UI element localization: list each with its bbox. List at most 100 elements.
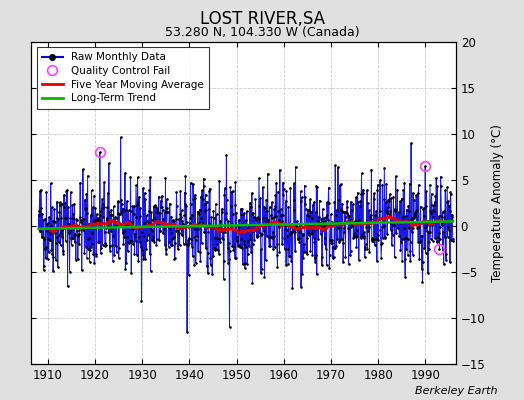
Point bbox=[130, 250, 139, 257]
Point bbox=[200, 228, 209, 235]
Point bbox=[381, 234, 389, 240]
Point bbox=[198, 187, 206, 194]
Point bbox=[233, 238, 241, 244]
Point bbox=[376, 176, 384, 183]
Point bbox=[366, 214, 374, 220]
Point bbox=[359, 186, 367, 193]
Point bbox=[426, 182, 434, 188]
Point bbox=[97, 245, 106, 252]
Point bbox=[272, 240, 281, 247]
Point bbox=[185, 240, 194, 247]
Point bbox=[230, 227, 238, 234]
Point bbox=[437, 213, 445, 219]
Point bbox=[234, 222, 242, 228]
Point bbox=[73, 228, 82, 234]
Point bbox=[315, 224, 323, 230]
Point bbox=[273, 252, 281, 258]
Point bbox=[285, 252, 293, 259]
Point bbox=[163, 204, 171, 211]
Point bbox=[297, 284, 305, 290]
Point bbox=[151, 216, 159, 222]
Point bbox=[337, 236, 346, 242]
Point bbox=[95, 239, 104, 246]
Point bbox=[392, 230, 400, 236]
Point bbox=[314, 235, 322, 242]
Point bbox=[439, 229, 447, 235]
Point bbox=[400, 236, 408, 242]
Point bbox=[352, 243, 361, 250]
Point bbox=[283, 233, 291, 239]
Point bbox=[375, 216, 383, 223]
Point bbox=[242, 244, 250, 250]
Point bbox=[249, 210, 257, 216]
Point bbox=[258, 231, 266, 237]
Point bbox=[152, 242, 161, 248]
Point bbox=[105, 208, 114, 215]
Point bbox=[126, 222, 134, 228]
Point bbox=[203, 263, 211, 270]
Point bbox=[212, 211, 221, 218]
Point bbox=[86, 221, 94, 228]
Point bbox=[384, 197, 392, 204]
Point bbox=[368, 237, 377, 244]
Point bbox=[89, 204, 97, 210]
Point bbox=[101, 243, 110, 250]
Point bbox=[276, 166, 284, 173]
Point bbox=[96, 250, 105, 256]
Point bbox=[79, 222, 87, 228]
Point bbox=[311, 255, 319, 262]
Point bbox=[422, 203, 431, 209]
Point bbox=[231, 179, 239, 185]
Point bbox=[233, 234, 241, 240]
Point bbox=[409, 190, 417, 196]
Point bbox=[338, 200, 346, 207]
Point bbox=[407, 217, 416, 224]
Point bbox=[419, 205, 428, 212]
Point bbox=[145, 220, 153, 226]
Point bbox=[126, 174, 135, 180]
Point bbox=[365, 224, 373, 230]
Point bbox=[71, 230, 79, 237]
Point bbox=[128, 203, 137, 210]
Point bbox=[272, 180, 280, 186]
Point bbox=[48, 251, 57, 257]
Point bbox=[296, 220, 304, 227]
Point bbox=[44, 220, 52, 227]
Point bbox=[435, 213, 443, 220]
Point bbox=[294, 235, 302, 242]
Point bbox=[264, 217, 272, 224]
Point bbox=[431, 192, 440, 199]
Point bbox=[118, 208, 126, 214]
Point bbox=[172, 189, 181, 195]
Point bbox=[418, 266, 426, 273]
Point bbox=[394, 225, 402, 231]
Point bbox=[120, 234, 128, 240]
Point bbox=[36, 188, 44, 194]
Point bbox=[213, 241, 222, 248]
Point bbox=[313, 184, 321, 190]
Point bbox=[170, 256, 179, 262]
Point bbox=[415, 256, 423, 262]
Point bbox=[82, 205, 90, 211]
Point bbox=[211, 247, 219, 254]
Point bbox=[305, 231, 314, 238]
Point bbox=[171, 255, 179, 262]
Point bbox=[46, 237, 54, 243]
Point bbox=[227, 189, 236, 195]
Point bbox=[107, 206, 115, 213]
Point bbox=[98, 196, 106, 202]
Point bbox=[179, 222, 187, 229]
Point bbox=[104, 189, 112, 196]
Point bbox=[438, 220, 446, 226]
Point bbox=[252, 196, 260, 202]
Point bbox=[413, 206, 421, 213]
Point bbox=[199, 196, 207, 202]
Point bbox=[41, 216, 49, 222]
Point bbox=[148, 237, 156, 244]
Point bbox=[292, 222, 300, 228]
Point bbox=[163, 208, 171, 215]
Point bbox=[380, 165, 389, 171]
Point bbox=[191, 260, 200, 266]
Point bbox=[324, 217, 332, 223]
Point bbox=[385, 196, 394, 202]
